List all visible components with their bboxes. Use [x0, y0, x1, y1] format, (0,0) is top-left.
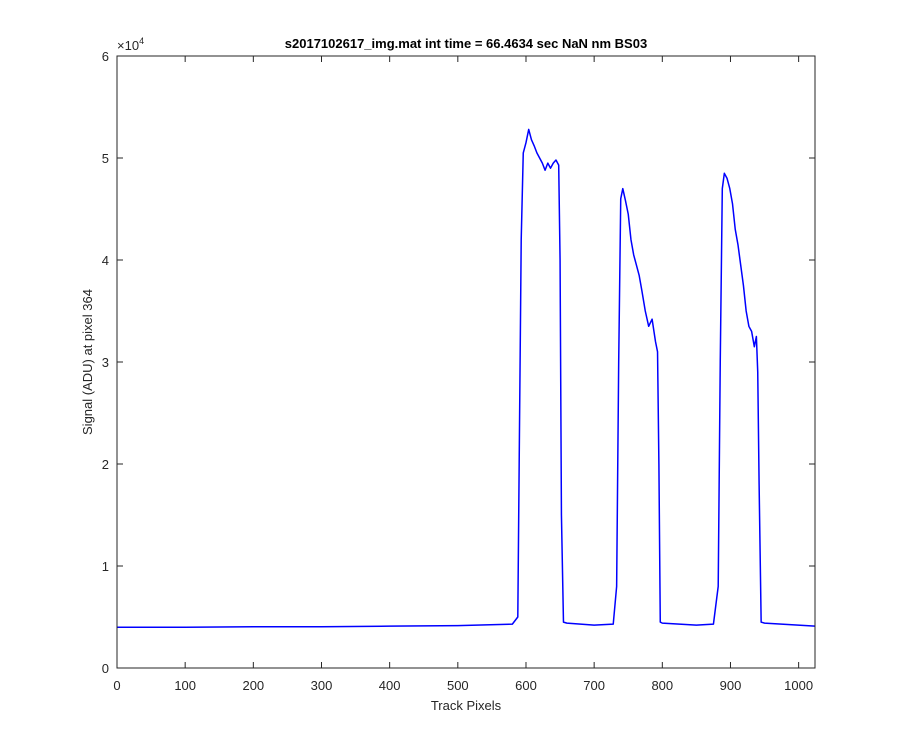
x-tick-label: 800 [651, 678, 673, 693]
y-tick-label: 1 [102, 559, 109, 574]
y-exponent-label: ×104 [117, 36, 144, 53]
x-tick-label: 600 [515, 678, 537, 693]
y-tick-label: 5 [102, 151, 109, 166]
plot-frame [116, 55, 816, 669]
x-axis-label: Track Pixels [431, 698, 502, 713]
x-tick-label: 400 [379, 678, 401, 693]
y-tick-label: 6 [102, 49, 109, 64]
chart-title: s2017102617_img.mat int time = 66.4634 s… [285, 36, 647, 51]
y-tick-label: 3 [102, 355, 109, 370]
x-tick-label: 700 [583, 678, 605, 693]
x-tick-label: 100 [174, 678, 196, 693]
y-tick-label: 2 [102, 457, 109, 472]
x-axis-ticks: 0 100 200 300 400 500 600 700 800 900 1000 [113, 56, 813, 693]
x-tick-label: 0 [113, 678, 120, 693]
plot-background [117, 56, 815, 668]
series-line [117, 128, 816, 628]
x-tick-label: 1000 [784, 678, 813, 693]
x-tick-label: 200 [242, 678, 264, 693]
y-tick-label: 4 [102, 253, 109, 268]
x-tick-label: 900 [720, 678, 742, 693]
y-exponent-power: 4 [139, 36, 144, 46]
y-axis-label: Signal (ADU) at pixel 364 [80, 289, 95, 435]
x-tick-label: 500 [447, 678, 469, 693]
y-exponent-base: ×10 [117, 38, 139, 53]
y-tick-label: 0 [102, 661, 109, 676]
x-tick-label: 300 [311, 678, 333, 693]
